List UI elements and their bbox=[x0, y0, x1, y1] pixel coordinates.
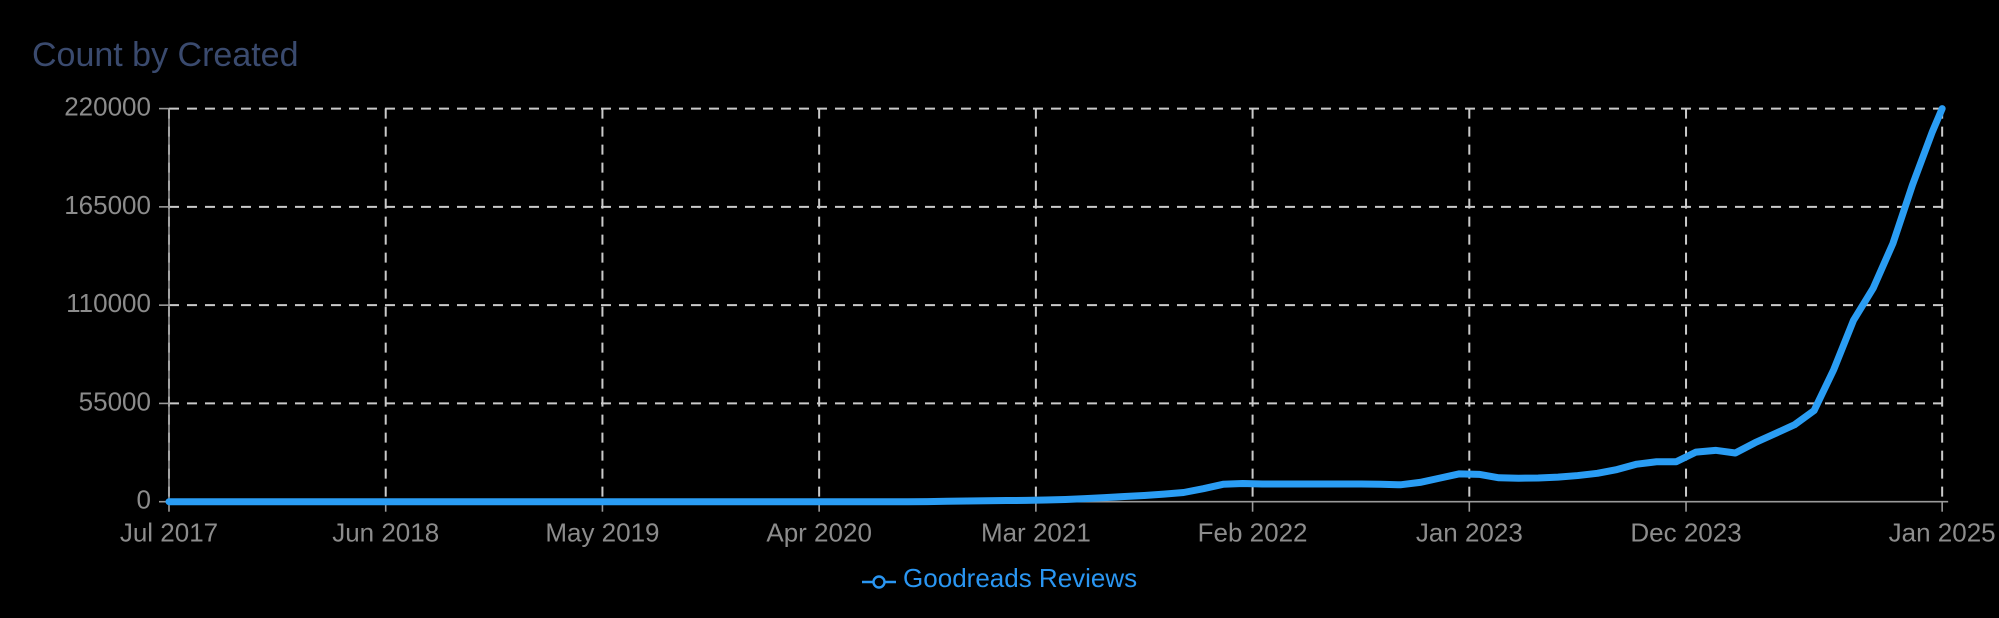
svg-text:165000: 165000 bbox=[64, 190, 151, 220]
svg-text:Dec 2023: Dec 2023 bbox=[1630, 518, 1741, 548]
svg-text:Apr 2020: Apr 2020 bbox=[766, 518, 872, 548]
svg-text:Jan 2025: Jan 2025 bbox=[1889, 518, 1996, 548]
svg-text:Feb 2022: Feb 2022 bbox=[1198, 518, 1308, 548]
svg-text:110000: 110000 bbox=[66, 288, 151, 318]
svg-text:May 2019: May 2019 bbox=[545, 518, 659, 548]
svg-text:220000: 220000 bbox=[64, 92, 151, 122]
svg-text:Jul 2017: Jul 2017 bbox=[120, 518, 218, 548]
svg-text:55000: 55000 bbox=[79, 386, 151, 416]
svg-text:Mar 2021: Mar 2021 bbox=[981, 518, 1091, 548]
svg-text:Jun 2018: Jun 2018 bbox=[332, 518, 439, 548]
svg-text:0: 0 bbox=[137, 485, 151, 515]
svg-text:Jan 2023: Jan 2023 bbox=[1416, 518, 1523, 548]
